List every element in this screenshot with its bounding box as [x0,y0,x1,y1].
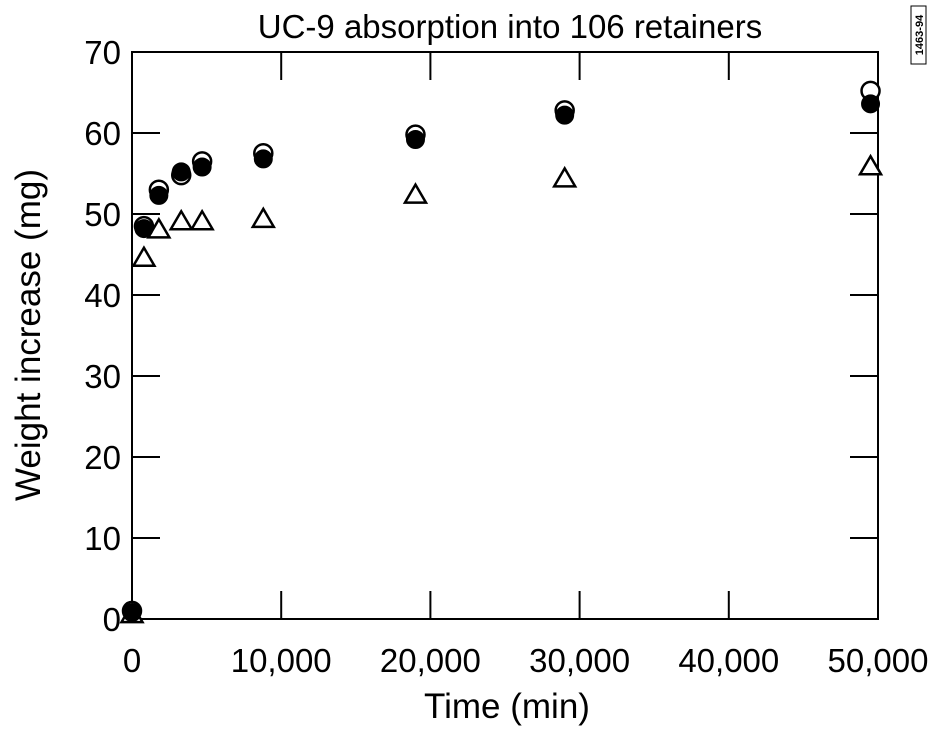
data-point-circle-filled [253,149,273,169]
y-tick-label: 60 [84,115,121,152]
data-point-circle-filled [555,105,575,125]
data-point-triangle-open [131,245,157,267]
y-tick-label: 70 [84,34,121,71]
data-point-triangle-open [250,206,276,229]
data-point-triangle-open [168,208,194,231]
y-tick-label: 0 [103,601,121,638]
x-tick-label: 10,000 [231,642,332,679]
data-points [119,80,884,624]
x-tick-label: 40,000 [678,642,779,679]
data-point-circle-filled [171,162,191,182]
x-tick-label: 0 [123,642,141,679]
y-tick-label: 30 [84,358,121,395]
data-point-circle-filled [134,219,154,239]
y-tick-label: 20 [84,439,121,476]
figure-id: 1463-94 [914,14,926,55]
x-tick-label: 50,000 [828,642,929,679]
y-tick-label: 10 [84,520,121,557]
data-point-circle-filled [122,603,142,623]
axis-ticks [132,52,878,619]
data-point-triangle-open [552,165,578,188]
data-point-triangle-open [189,208,215,231]
plot-frame [131,51,879,620]
figure-id-box: 1463-94 [910,5,927,65]
data-point-circle-filled [192,157,212,177]
data-point-triangle-open [857,153,884,176]
x-tick-label: 20,000 [380,642,481,679]
data-point-circle-filled [405,129,425,149]
data-point-circle-filled [861,94,881,114]
y-axis-title: Weight increase (mg) [9,169,48,501]
tick-labels: 0 10,000 20,000 30,000 40,000 50,000 0 10 20 30 40… [84,34,928,679]
chart-title: UC-9 absorption into 106 retainers [258,8,762,45]
data-point-triangle-open [402,182,429,204]
y-tick-label: 40 [84,277,121,314]
x-tick-label: 30,000 [529,642,630,679]
y-tick-label: 50 [84,196,121,233]
x-axis-title: Time (min) [424,687,590,726]
data-point-circle-filled [149,185,169,205]
